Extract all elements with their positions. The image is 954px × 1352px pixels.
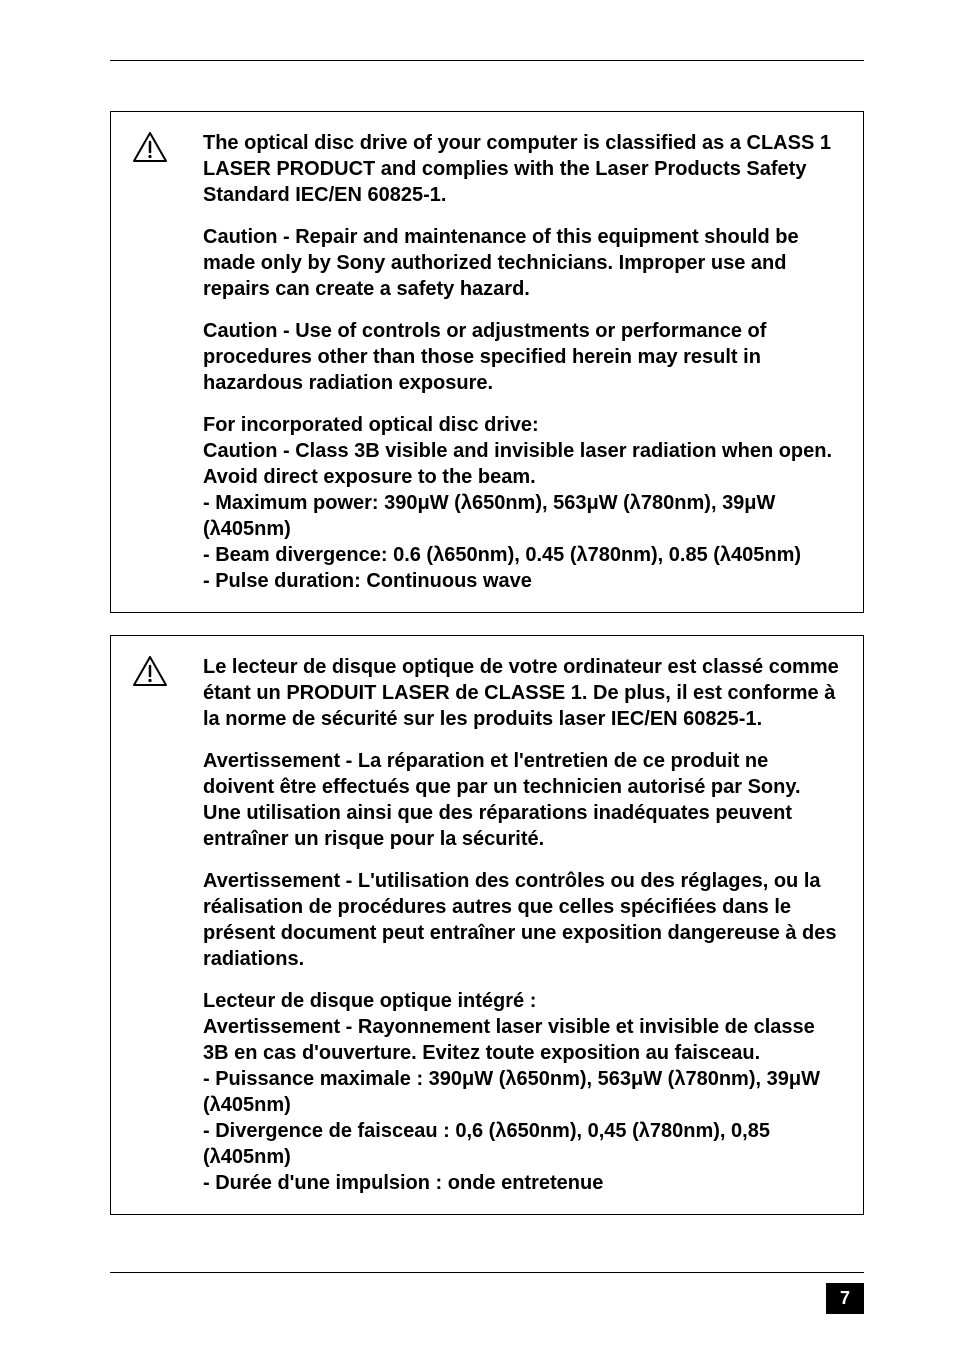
text-column: The optical disc drive of your computer … bbox=[203, 130, 841, 594]
top-rule bbox=[110, 60, 864, 61]
paragraph: Le lecteur de disque optique de votre or… bbox=[203, 654, 841, 732]
warning-triangle-icon bbox=[133, 132, 167, 162]
icon-column bbox=[133, 654, 203, 1196]
paragraph: The optical disc drive of your computer … bbox=[203, 130, 841, 208]
paragraph: Caution - Repair and maintenance of this… bbox=[203, 224, 841, 302]
page-footer: 7 bbox=[110, 1272, 864, 1314]
paragraph: Avertissement - L'utilisation des contrô… bbox=[203, 868, 841, 972]
warning-triangle-icon bbox=[133, 656, 167, 686]
page-number-badge: 7 bbox=[826, 1283, 864, 1314]
paragraph: Lecteur de disque optique intégré :Avert… bbox=[203, 988, 841, 1196]
warning-box-french: Le lecteur de disque optique de votre or… bbox=[110, 635, 864, 1215]
paragraph: Avertissement - La réparation et l'entre… bbox=[203, 748, 841, 852]
warning-box-english: The optical disc drive of your computer … bbox=[110, 111, 864, 613]
icon-column bbox=[133, 130, 203, 594]
paragraph: For incorporated optical disc drive:Caut… bbox=[203, 412, 841, 594]
document-page: The optical disc drive of your computer … bbox=[0, 0, 954, 1352]
paragraph: Caution - Use of controls or adjustments… bbox=[203, 318, 841, 396]
text-column: Le lecteur de disque optique de votre or… bbox=[203, 654, 841, 1196]
